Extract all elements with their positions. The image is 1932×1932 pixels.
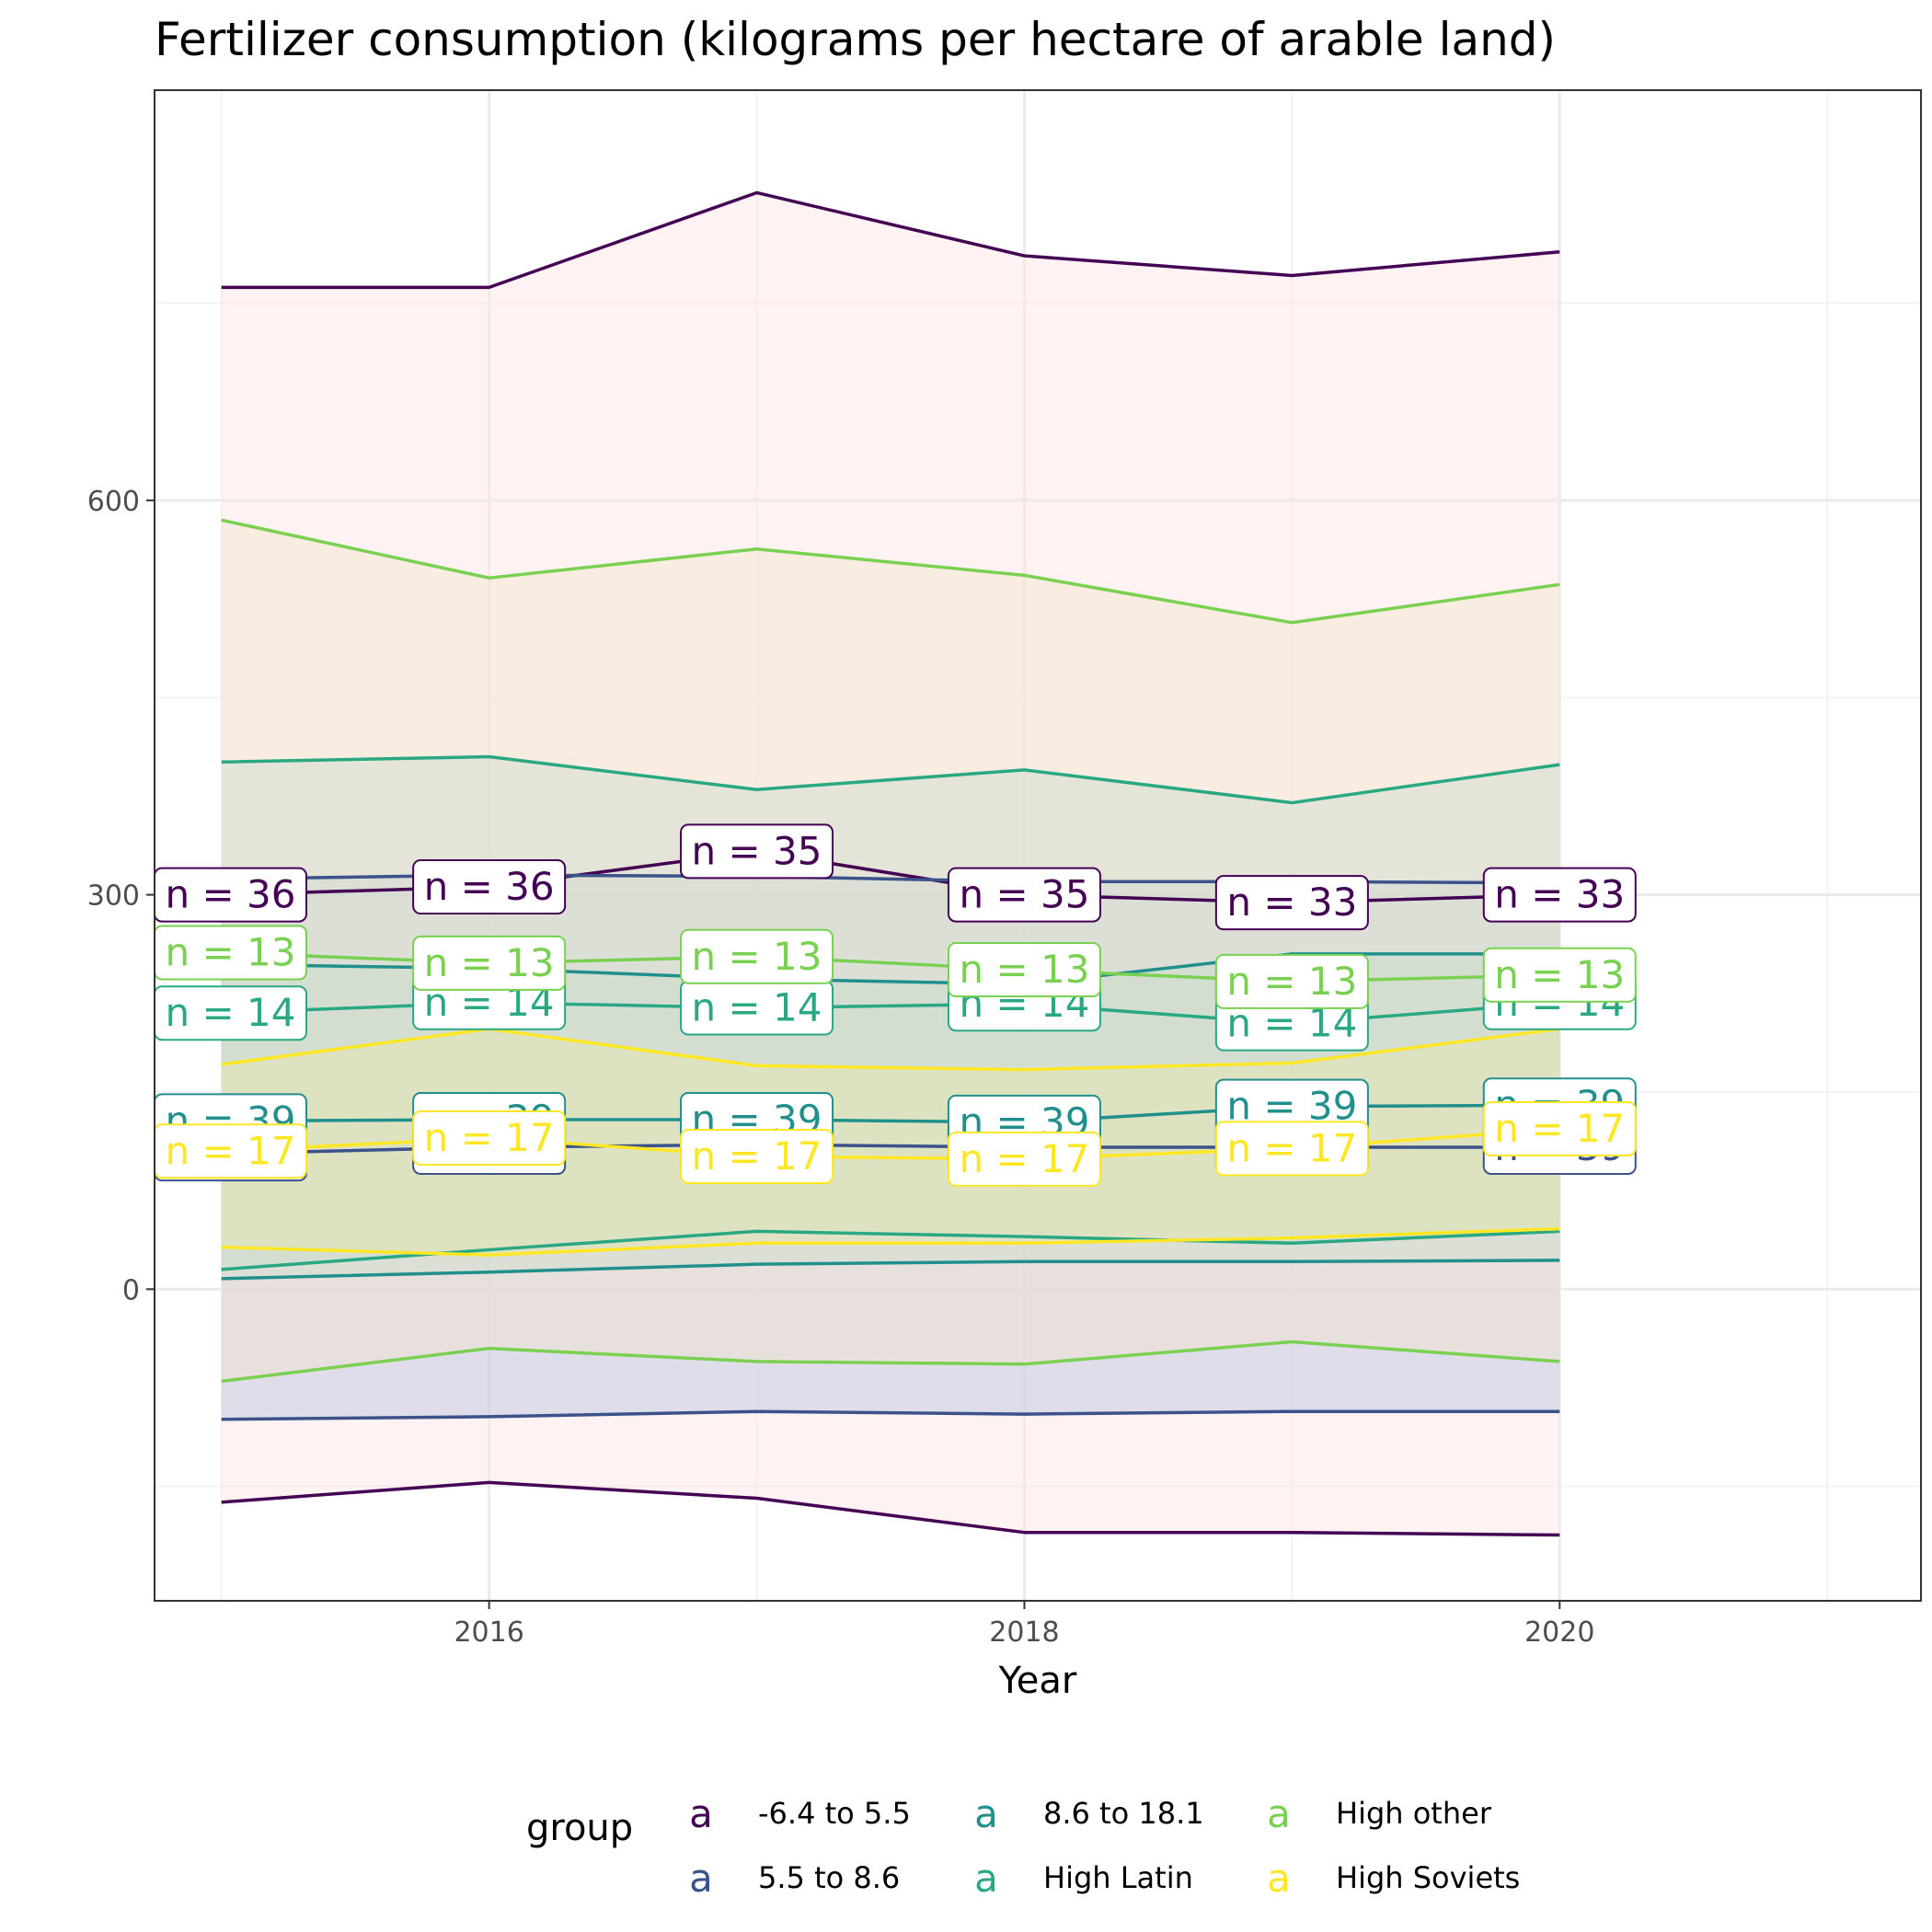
y-tick-label: 300 (87, 880, 140, 913)
gridlines (155, 90, 1921, 1601)
x-tick-label: 2020 (1524, 1616, 1594, 1649)
n-label-box (1214, 953, 1369, 1009)
n-label: n = 17 (154, 1123, 307, 1179)
n-label-text: n = 17 (424, 1115, 555, 1160)
legend-key: a (974, 1791, 998, 1836)
series-line-upper (221, 1027, 1560, 1072)
n-label: n = 17 (680, 1128, 834, 1184)
n-label-box (947, 867, 1101, 923)
n-label: n = 36 (412, 859, 567, 915)
n-label-box (947, 942, 1101, 998)
x-tick-label: 2016 (454, 1616, 523, 1649)
n-label: n = 36 (154, 867, 307, 923)
n-label-box (1482, 947, 1637, 1003)
n-label: n = 14 (680, 980, 834, 1036)
series-line-lower (221, 1226, 1560, 1257)
n-label-text: n = 36 (424, 864, 555, 909)
n-label: n = 17 (1482, 1100, 1637, 1156)
series-line-lower (221, 1340, 1560, 1384)
legend-item: a High Latin (974, 1856, 1193, 1901)
n-label-text: n = 35 (959, 872, 1089, 917)
n-label-box (1482, 1100, 1637, 1156)
series-line-upper (221, 190, 1560, 290)
n-label-box (412, 1110, 567, 1166)
n-label-text: n = 13 (424, 940, 555, 985)
legend-key: a (1267, 1856, 1291, 1901)
n-label: n = 13 (1482, 947, 1637, 1003)
n-label: n = 13 (1214, 953, 1369, 1009)
legend-title: group (526, 1807, 633, 1849)
n-label: n = 33 (1214, 875, 1369, 931)
legend-key: a (689, 1856, 713, 1901)
series-line-upper (221, 754, 1560, 805)
legend-label: 5.5 to 8.6 (758, 1860, 900, 1895)
n-label-text: n = 13 (1226, 959, 1357, 1004)
n-label: n = 35 (680, 823, 834, 880)
ribbon (221, 192, 1560, 1535)
series-line-lower (221, 1259, 1560, 1281)
n-label-box (1214, 1121, 1369, 1177)
n-label-box (1214, 875, 1369, 931)
series-line-lower (221, 1480, 1560, 1537)
n-label-text: n = 13 (1494, 952, 1625, 997)
legend-label: 8.6 to 18.1 (1043, 1796, 1204, 1831)
n-label-text: n = 14 (166, 990, 296, 1035)
series-line-upper (221, 518, 1560, 625)
n-label: n = 13 (680, 928, 834, 984)
chart-title: Fertilizer consumption (kilograms per he… (155, 13, 1556, 66)
n-label-box (412, 935, 567, 991)
n-label-text: n = 17 (959, 1136, 1089, 1181)
n-label-text: n = 35 (692, 828, 822, 873)
n-label-text: n = 33 (1226, 880, 1357, 925)
legend-item: a 8.6 to 18.1 (974, 1791, 1203, 1836)
n-label: n = 17 (947, 1131, 1101, 1187)
n-label-text: n = 17 (166, 1128, 296, 1173)
legend-item: a 5.5 to 8.6 (689, 1856, 900, 1901)
x-axis-title: Year (998, 1660, 1077, 1702)
n-label-text: n = 36 (166, 872, 296, 917)
n-label-box (680, 823, 834, 880)
n-label-text: n = 13 (166, 929, 296, 974)
n-label: n = 14 (154, 985, 307, 1041)
legend-label: High Latin (1043, 1860, 1193, 1895)
legend-item: a High Soviets (1267, 1856, 1520, 1901)
n-label-text: n = 33 (1494, 872, 1625, 917)
n-label: n = 13 (947, 942, 1101, 998)
n-label-box (680, 1128, 834, 1184)
n-label-box (1482, 867, 1637, 923)
series-line-lower (221, 1409, 1560, 1421)
n-label: n = 17 (412, 1110, 567, 1166)
plot-panel-border (154, 89, 1922, 1602)
n-label: n = 13 (154, 925, 307, 981)
legend: group a -6.4 to 5.5 a 5.5 to 8.6 a 8.6 to 18.1… (526, 1791, 1520, 1901)
y-tick-label: 600 (87, 486, 140, 518)
legend-item: a -6.4 to 5.5 (689, 1791, 911, 1836)
n-label-text: n = 13 (959, 947, 1089, 992)
legend-label: -6.4 to 5.5 (758, 1796, 911, 1831)
axes: 2016 2018 2020 0 300 600 (87, 486, 1595, 1649)
legend-label: High other (1336, 1796, 1492, 1831)
n-label: n = 13 (412, 935, 567, 991)
n-label-text: n = 17 (1494, 1106, 1625, 1151)
n-label-box (680, 928, 834, 984)
legend-label: High Soviets (1336, 1860, 1520, 1895)
n-labels: n = 36 n = 36 n = 35 n = 35 n = 33 n = 33 n = … (154, 823, 1637, 1187)
n-label-text: n = 13 (692, 934, 822, 979)
n-label-text: n = 17 (692, 1133, 822, 1179)
y-tick-label: 0 (122, 1274, 140, 1306)
n-label: n = 35 (947, 867, 1101, 923)
legend-key: a (689, 1791, 713, 1836)
legend-key: a (974, 1856, 998, 1901)
n-label-text: n = 14 (692, 984, 822, 1029)
legend-key: a (1267, 1791, 1291, 1836)
n-label-box (412, 859, 567, 915)
n-label: n = 33 (1482, 867, 1637, 923)
x-tick-label: 2018 (989, 1616, 1059, 1649)
legend-item: a High other (1267, 1791, 1492, 1836)
n-label-box (947, 1131, 1101, 1187)
n-label-text: n = 17 (1226, 1125, 1357, 1170)
n-label: n = 17 (1214, 1121, 1369, 1177)
